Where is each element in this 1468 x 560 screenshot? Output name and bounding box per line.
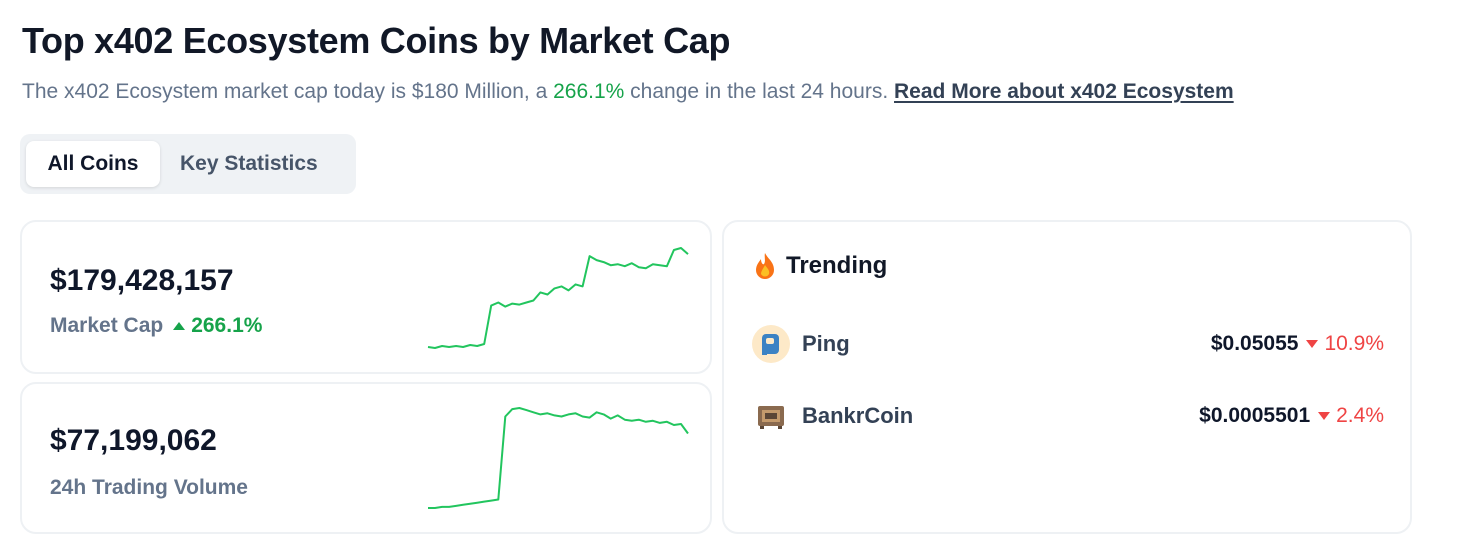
caret-up-icon	[173, 322, 186, 330]
coin-name: BankrCoin	[802, 403, 914, 428]
volume-sparkline	[428, 407, 689, 509]
tab-key-statistics[interactable]: Key Statistics	[180, 152, 318, 175]
coin-change-value: 2.4%	[1336, 404, 1384, 427]
volume-card: $77,199,062 24h Trading Volume	[20, 382, 712, 534]
caret-down-icon	[1318, 412, 1331, 420]
bankrcoin-logo-icon	[758, 406, 784, 429]
coin-price-group: $0.05055 10.9%	[1211, 332, 1384, 356]
coin-name: Ping	[802, 331, 850, 356]
coin-price: $0.05055	[1210, 332, 1299, 355]
coin-change: 2.4%	[1318, 404, 1384, 428]
tab-bar: All Coins Key Statistics	[20, 134, 356, 194]
subtitle-change: 266.1%	[553, 80, 625, 103]
trending-coin-row[interactable]: Ping $0.05055 10.9%	[752, 322, 1384, 366]
tab-all-coins[interactable]: All Coins	[26, 141, 160, 187]
coin-price: $0.0005501	[1199, 404, 1311, 427]
market-cap-change: 266.1%	[191, 314, 263, 337]
ping-logo-icon	[752, 325, 790, 363]
market-cap-sparkline	[427, 247, 689, 349]
subtitle-text-end: change in the last 24 hours.	[624, 80, 895, 103]
page-subtitle: The x402 Ecosystem market cap today is $…	[22, 80, 1234, 104]
fire-icon	[756, 253, 774, 279]
market-cap-card: $179,428,157 Market Cap 266.1%	[20, 220, 712, 374]
market-cap-label-row: Market Cap 266.1%	[50, 314, 262, 338]
subtitle-text: The x402 Ecosystem market cap today is $…	[22, 80, 554, 103]
caret-down-icon	[1306, 340, 1319, 348]
volume-label: 24h Trading Volume	[50, 476, 248, 499]
market-cap-value: $179,428,157	[50, 264, 234, 297]
coin-price-group: $0.0005501 2.4%	[1199, 404, 1384, 428]
sparkline-line	[427, 247, 689, 349]
trending-header: Trending	[754, 252, 887, 280]
market-cap-label: Market Cap	[50, 314, 164, 337]
read-more-link[interactable]: Read More about x402 Ecosystem	[894, 80, 1234, 103]
trending-title: Trending	[786, 252, 888, 279]
coin-change-value: 10.9%	[1324, 332, 1384, 355]
trending-coin-row[interactable]: BankrCoin $0.0005501 2.4%	[752, 394, 1384, 438]
coin-change: 10.9%	[1306, 332, 1384, 356]
sparkline-line	[428, 407, 689, 509]
volume-value: $77,199,062	[50, 424, 217, 457]
page-title: Top x402 Ecosystem Coins by Market Cap	[22, 20, 731, 61]
trending-card: Trending Ping $0.05055 10.9%	[722, 220, 1412, 534]
